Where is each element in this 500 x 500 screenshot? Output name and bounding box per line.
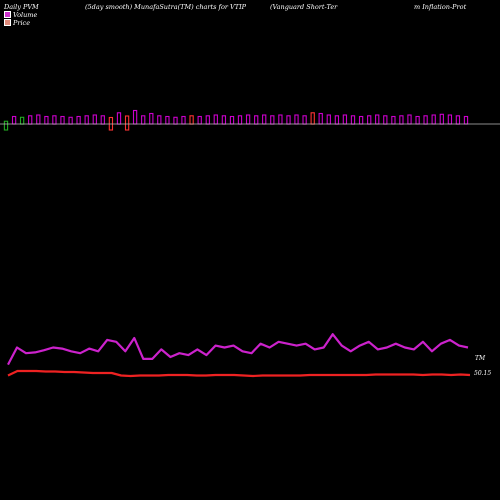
volume-bar [124,115,130,131]
legend-price-label: Price [13,19,31,27]
pvm-series-tag: TM [475,355,486,362]
legend-price-swatch [4,19,11,26]
price-line [7,369,471,378]
volume-bar [3,120,9,131]
legend-volume-label: Volume [13,11,38,19]
legend-volume: Volume [4,11,37,19]
pvm-line [7,333,469,366]
price-value-label: 50.15 [474,370,492,377]
chart-type-label: Daily PVM [4,3,39,11]
chart-title: (5day smooth) MunafaSutra(TM) charts for… [85,3,247,11]
security-name-part1: (Vanguard Short-Ter [270,3,338,11]
legend-volume-swatch [4,11,11,18]
legend-price: Price [4,19,30,27]
security-name-part2: m Inflation-Prot [414,3,467,11]
